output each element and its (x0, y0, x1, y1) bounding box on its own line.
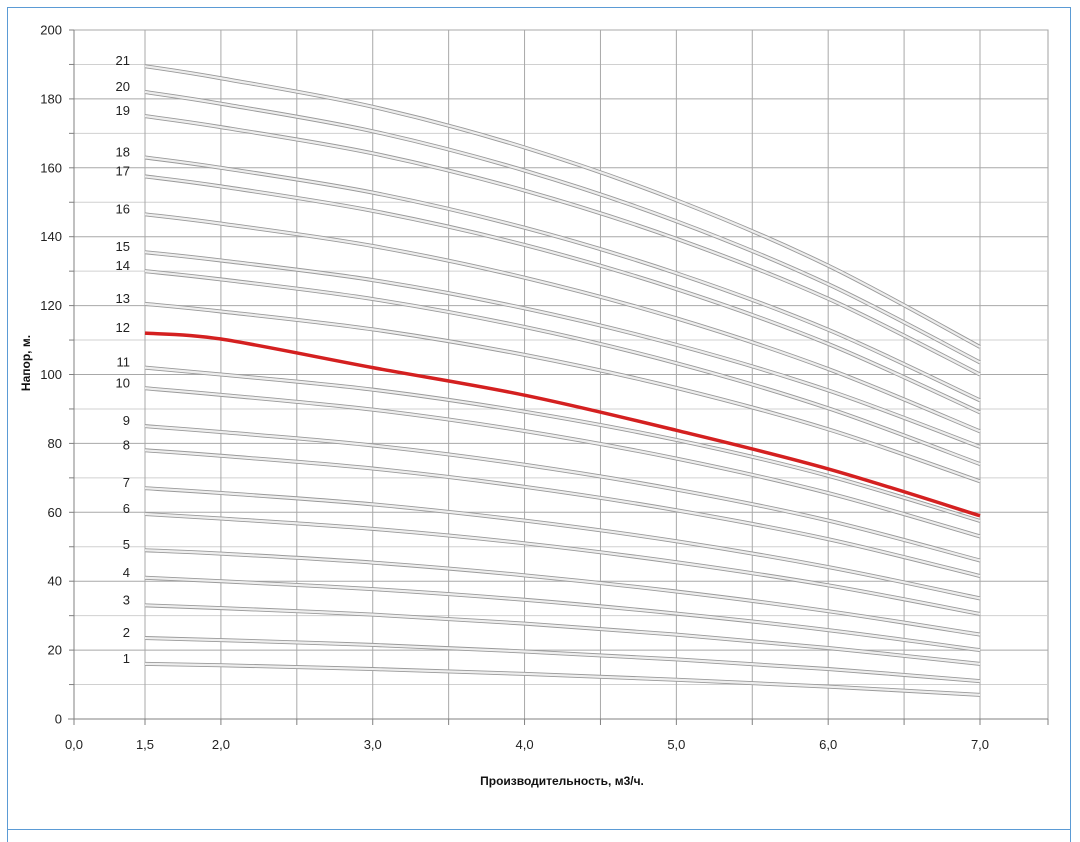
series-label-1: 1 (123, 651, 130, 666)
x-tick-label: 5,0 (667, 737, 685, 752)
series-line-19 (144, 115, 981, 376)
y-tick-label: 60 (48, 505, 62, 520)
x-tick-label: 2,0 (212, 737, 230, 752)
series-label-6: 6 (123, 501, 130, 516)
y-tick-label: 100 (40, 367, 62, 382)
y-tick-label: 160 (40, 160, 62, 175)
series-group (144, 64, 981, 697)
series-label-13: 13 (116, 291, 130, 306)
series-line-15 (144, 251, 981, 448)
series-line-17 (144, 175, 981, 414)
y-tick-label: 140 (40, 229, 62, 244)
series-line-9 (144, 425, 981, 562)
series-label-21: 21 (116, 53, 130, 68)
series-label-20: 20 (116, 79, 130, 94)
series-line-12 (144, 331, 981, 518)
x-tick-label: 7,0 (971, 737, 989, 752)
series-label-17: 17 (116, 163, 130, 178)
series-line-13 (144, 302, 981, 483)
series-label-15: 15 (116, 239, 130, 254)
y-tick-label: 80 (48, 436, 62, 451)
x-tick-label: 3,0 (364, 737, 382, 752)
series-label-18: 18 (116, 144, 130, 159)
series-line-7 (144, 487, 981, 600)
series-line-16 (144, 213, 981, 433)
series-label-16: 16 (116, 201, 130, 216)
series-label-12: 12 (116, 320, 130, 335)
series-line-10 (144, 387, 981, 538)
y-tick-label: 20 (48, 643, 62, 658)
series-line-14 (144, 270, 981, 466)
series-line-4 (144, 576, 981, 652)
y-tick-label: 0 (55, 712, 62, 727)
series-label-5: 5 (123, 537, 130, 552)
y-tick-label: 120 (40, 298, 62, 313)
series-label-11: 11 (117, 355, 131, 370)
series-line-18 (144, 156, 981, 402)
series-line-3 (144, 604, 981, 665)
y-axis-title: Напор, м. (19, 335, 33, 391)
series-label-19: 19 (116, 103, 130, 118)
series-line-21 (144, 65, 981, 348)
series-label-10: 10 (116, 375, 130, 390)
series-label-8: 8 (123, 437, 130, 452)
x-tick-label: 4,0 (516, 737, 534, 752)
series-line-6 (144, 512, 981, 616)
chart-frame-bottom (7, 830, 1071, 842)
series-label-14: 14 (116, 258, 130, 273)
series-line-11 (144, 366, 981, 522)
series-label-3: 3 (123, 592, 130, 607)
series-line-1 (144, 662, 981, 696)
series-label-7: 7 (123, 475, 130, 490)
y-tick-label: 200 (40, 23, 62, 38)
series-label-4: 4 (123, 565, 130, 580)
series-label-2: 2 (123, 625, 130, 640)
x-axis-title: Производительность, м3/ч. (480, 774, 644, 788)
x-tick-label: 0,0 (65, 737, 83, 752)
series-line-2 (144, 636, 981, 683)
series-line-5 (144, 549, 981, 636)
x-tick-label: 1,5 (136, 737, 154, 752)
series-line-20 (144, 90, 981, 364)
x-tick-label: 6,0 (819, 737, 837, 752)
chart-frame (7, 7, 1071, 830)
series-label-9: 9 (123, 413, 130, 428)
y-tick-label: 180 (40, 91, 62, 106)
y-tick-label: 40 (48, 574, 62, 589)
series-line-8 (144, 449, 981, 578)
